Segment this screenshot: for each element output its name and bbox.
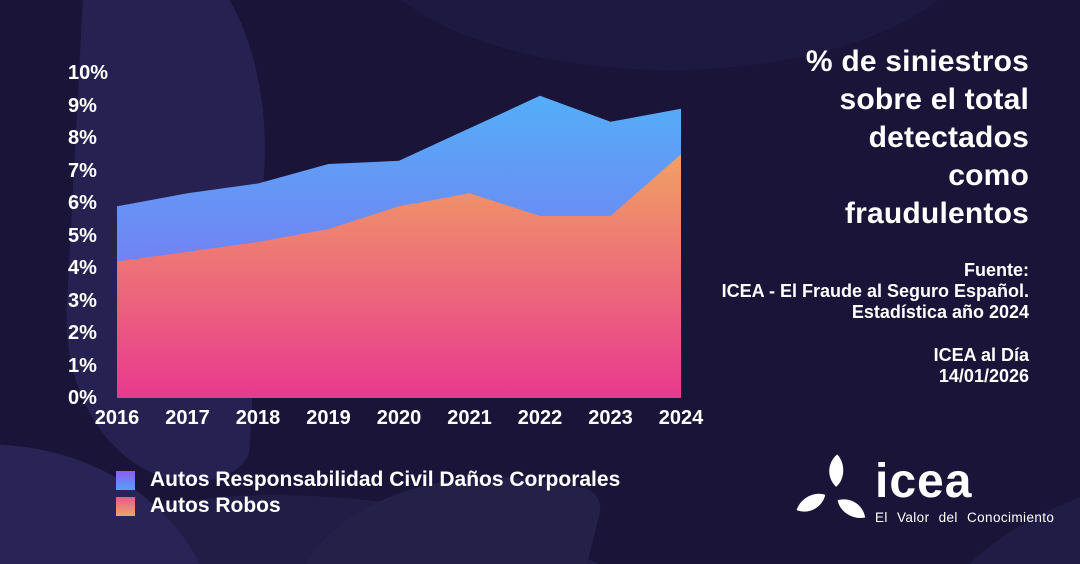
title-line: como: [948, 159, 1029, 192]
page-title: % de siniestros sobre el total detectado…: [699, 43, 1029, 233]
y-tick-label: 1%: [68, 354, 97, 377]
title-line: fraudulentos: [844, 197, 1029, 230]
y-tick-label: 10%: [68, 62, 109, 84]
title-line: % de siniestros: [805, 45, 1029, 78]
legend-swatch-rc: [116, 470, 135, 490]
y-tick-label: 4%: [68, 257, 97, 279]
title-line: detectados: [868, 121, 1029, 154]
y-tick-label: 3%: [68, 289, 97, 312]
source-label: Fuente:: [964, 260, 1029, 280]
x-tick-label: 2020: [376, 407, 422, 429]
y-tick-label: 6%: [68, 192, 97, 214]
icea-logo: icea El Valor del Conocimiento: [793, 448, 1054, 540]
x-tick-label: 2019: [306, 407, 351, 429]
x-tick-label: 2024: [658, 407, 704, 429]
area-series-1: [117, 154, 681, 398]
source-note: Fuente: ICEA - El Fraude al Seguro Españ…: [609, 260, 1029, 323]
x-tick-label: 2021: [447, 407, 492, 429]
logo-tagline: El Valor del Conocimiento: [875, 510, 1055, 525]
chart-legend: Autos Responsabilidad Civil Daños Corpor…: [116, 468, 621, 522]
y-tick-label: 5%: [68, 224, 97, 247]
publication-date: 14/01/2026: [938, 366, 1029, 386]
logo-text-column: icea El Valor del Conocimiento: [875, 455, 1055, 526]
legend-label: Autos Robos: [150, 494, 281, 517]
title-line: sobre el total: [839, 83, 1029, 116]
y-tick-label: 9%: [68, 94, 97, 117]
source-line: Estadística año 2024: [851, 302, 1029, 322]
x-tick-label: 2016: [94, 407, 140, 429]
y-tick-label: 8%: [68, 127, 97, 149]
source-line: ICEA - El Fraude al Seguro Español.: [721, 281, 1029, 301]
x-tick-label: 2017: [165, 407, 210, 429]
legend-label: Autos Responsabilidad Civil Daños Corpor…: [150, 468, 621, 491]
legend-swatch-robos: [116, 496, 135, 516]
icea-pinwheel-icon: [793, 454, 872, 527]
legend-item-rc: Autos Responsabilidad Civil Daños Corpor…: [116, 468, 621, 491]
y-tick-label: 7%: [68, 159, 97, 182]
publication-note: ICEA al Día 14/01/2026: [729, 345, 1029, 387]
x-tick-label: 2023: [588, 407, 633, 429]
y-tick-label: 2%: [68, 322, 97, 344]
x-tick-label: 2018: [235, 407, 281, 429]
logo-wordmark: icea: [875, 455, 973, 508]
y-tick-label: 0%: [68, 387, 97, 409]
publication-name: ICEA al Día: [933, 345, 1029, 365]
x-tick-label: 2022: [517, 407, 563, 429]
legend-item-robos: Autos Robos: [116, 494, 620, 517]
